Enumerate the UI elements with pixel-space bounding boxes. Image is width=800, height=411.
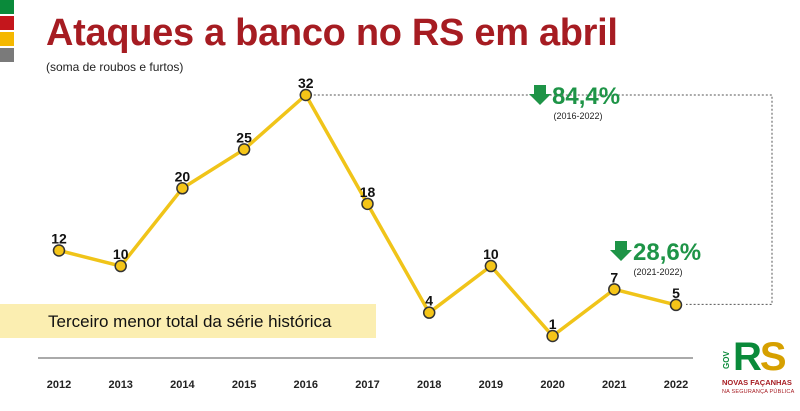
chart-subtitle: (soma de roubos e furtos) <box>46 60 184 74</box>
data-label-2021: 7 <box>610 269 618 285</box>
data-point-2020 <box>546 329 559 343</box>
data-point-2015 <box>237 143 251 156</box>
data-label-2022: 5 <box>672 285 680 301</box>
chart-title: Ataques a banco no RS em abril <box>46 12 618 54</box>
data-point-2014 <box>176 182 189 195</box>
data-label-2015: 25 <box>236 129 252 145</box>
highlight-note-box <box>0 304 376 338</box>
data-label-2020: 1 <box>549 316 557 332</box>
x-tick-label-2014: 2014 <box>170 379 195 391</box>
data-point-2017 <box>361 197 374 211</box>
highlight-note-text: Terceiro menor total da série histórica <box>48 312 332 331</box>
arrow-down-icon <box>529 85 551 105</box>
data-label-2019: 10 <box>483 246 499 262</box>
data-label-2017: 18 <box>360 184 376 200</box>
x-tick-label-2015: 2015 <box>232 379 256 391</box>
series-line <box>57 93 678 338</box>
data-point-2012 <box>52 244 66 257</box>
x-tick-label-2019: 2019 <box>479 379 503 391</box>
logo-rs-text: RS <box>733 335 787 379</box>
annotation-period-1: (2016-2022) <box>553 111 602 121</box>
x-tick-label-2012: 2012 <box>47 379 71 391</box>
x-tick-label-2020: 2020 <box>540 379 564 391</box>
x-tick-label-2022: 2022 <box>664 379 688 391</box>
annotation-connector <box>313 94 773 305</box>
logo-s-letter: S <box>759 335 787 379</box>
annotation-period-2: (2021-2022) <box>633 267 682 277</box>
data-label-2016: 32 <box>298 75 314 91</box>
x-tick-label-2021: 2021 <box>602 379 626 391</box>
data-point-2022 <box>669 298 683 312</box>
logo-slogan-sub: NA SEGURANÇA PÚBLICA <box>722 389 795 395</box>
x-tick-label-2018: 2018 <box>417 379 441 391</box>
logo-gov-text: GOV <box>722 351 731 369</box>
flag-stripe-yellow <box>0 32 14 46</box>
rs-gov-logo: GOV RS NOVAS FAÇANHAS NA SEGURANÇA PÚBLI… <box>722 337 795 401</box>
data-label-2018: 4 <box>425 293 433 309</box>
arrow-down-icon <box>610 241 632 261</box>
annotation-value-1: 84,4% <box>552 83 620 110</box>
annotation-value-2: 28,6% <box>633 239 701 266</box>
data-label-2014: 20 <box>175 168 191 184</box>
data-label-2012: 12 <box>51 230 67 246</box>
data-point-2021 <box>608 283 621 296</box>
flag-stripe-red <box>0 16 14 30</box>
data-point-2018 <box>422 306 436 319</box>
x-tick-label-2017: 2017 <box>355 379 379 391</box>
flag-stripe-green <box>0 0 14 14</box>
data-point-2019 <box>484 259 498 273</box>
x-tick-label-2016: 2016 <box>294 379 318 391</box>
flag-stripe-gray <box>0 48 14 62</box>
logo-slogan: NOVAS FAÇANHAS <box>722 378 792 387</box>
logo-r-letter: R <box>733 335 762 379</box>
data-point-2016 <box>299 88 313 102</box>
data-label-2013: 10 <box>113 246 129 262</box>
data-point-2013 <box>114 259 127 273</box>
x-tick-label-2013: 2013 <box>108 379 132 391</box>
